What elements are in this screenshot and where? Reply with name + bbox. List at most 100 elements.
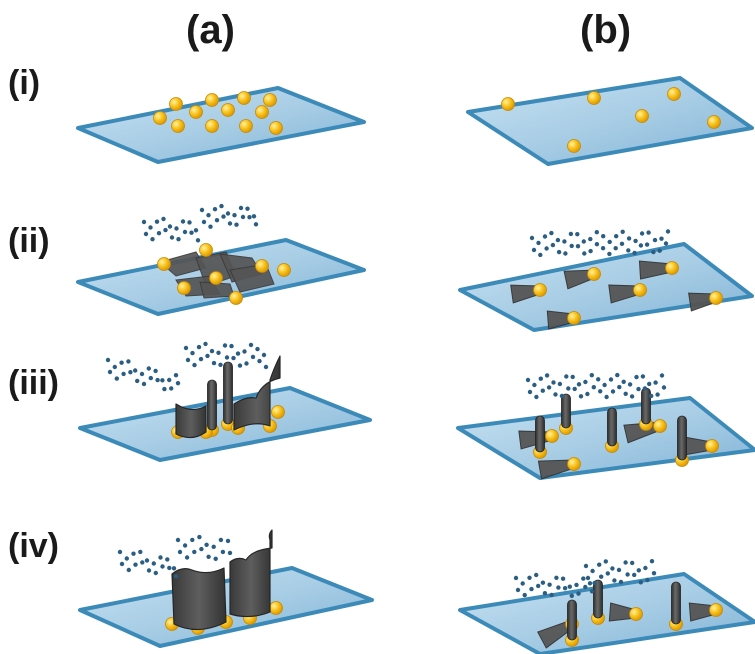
precursor-a-ii-1-8 (195, 238, 201, 243)
catalyst-a-i-0 (153, 111, 167, 125)
precursor-b-ii-0-1 (536, 240, 541, 246)
vertical-tube-b-iii-2 (607, 407, 617, 447)
precursor-b-iii-0-19 (647, 381, 652, 387)
precursor-a-iv-3-2 (192, 549, 197, 555)
precursor-b-iv-2-2 (597, 562, 602, 567)
precursor-b-iv-1-1 (522, 592, 527, 598)
catalyst-b-i-2 (567, 139, 581, 153)
vertical-tube-b-iii-1 (561, 393, 571, 429)
precursor-a-ii-2-7 (245, 206, 250, 211)
precursor-a-iii-1-10 (175, 381, 181, 386)
precursor-b-iii-1-3 (546, 385, 552, 390)
precursor-b-iii-0-17 (634, 374, 639, 380)
precursor-b-iv-0-11 (587, 581, 593, 586)
precursor-b-iii-1-15 (623, 391, 628, 396)
precursor-a-ii-1-4 (169, 235, 175, 240)
precursor-a-iii-3-3 (205, 353, 210, 359)
precursor-a-ii-0-8 (193, 228, 199, 233)
precursor-b-iii-1-7 (572, 386, 577, 392)
catalyst-b-i-4 (667, 87, 681, 101)
precursor-b-iii-0-14 (615, 372, 620, 378)
precursor-a-iv-2-6 (218, 537, 224, 543)
precursor-b-iii-1-13 (610, 389, 616, 394)
catalyst-a-i-5 (205, 119, 219, 133)
precursor-a-ii-2-2 (212, 207, 218, 212)
precursor-b-iv-3-2 (599, 574, 604, 579)
catalyst-a-wall-9 (269, 601, 283, 615)
precursor-b-ii-0-0 (529, 235, 535, 241)
substrate-b-iv (458, 572, 755, 654)
precursor-b-ii-1-14 (619, 241, 625, 246)
catalyst-tip-b-iv-1 (629, 607, 643, 621)
catalyst-b-i-1 (587, 91, 601, 105)
wall-sheet-a-iii-1 (233, 355, 281, 431)
precursor-b-iii-1-0 (527, 389, 533, 395)
precursor-a-iv-0-8 (171, 566, 177, 571)
precursor-a-ii-2-5 (232, 213, 237, 218)
precursor-a-ii-1-7 (189, 230, 194, 235)
precursor-a-iii-3-1 (192, 362, 197, 368)
precursor-b-iii-0-20 (653, 380, 658, 385)
precursor-a-ii-3-4 (227, 221, 233, 226)
catalyst-tip-b-ii-4 (709, 291, 723, 305)
precursor-b-ii-1-11 (600, 246, 606, 251)
precursor-a-ii-0-7 (187, 220, 192, 225)
precursor-a-iv-1-7 (167, 565, 172, 571)
catalyst-tip-b-iv-2 (709, 603, 723, 617)
precursor-a-iii-1-7 (155, 377, 160, 383)
precursor-a-ii-3-2 (214, 218, 220, 223)
vertical-structures (171, 355, 687, 641)
precursor-a-iii-0-2 (119, 360, 124, 365)
precursor-a-iii-1-5 (141, 381, 147, 387)
catalyst-a-i-3 (189, 105, 203, 119)
precursor-b-ii-0-10 (594, 230, 599, 235)
precursor-a-ii-0-4 (167, 224, 173, 229)
precursor-a-iii-2-4 (209, 348, 215, 354)
precursor-a-iv-1-8 (173, 574, 179, 579)
precursor-b-iv-2-5 (616, 567, 622, 573)
catalyst-tip-b-ii-3 (665, 261, 679, 275)
precursor-b-iv-3-0 (585, 575, 591, 581)
precursor-a-iv-2-2 (190, 537, 195, 543)
precursor-a-iv-2-3 (197, 534, 202, 540)
precursor-a-iv-0-4 (144, 558, 150, 563)
precursor-a-iii-2-1 (190, 350, 195, 356)
precursor-b-iv-3-4 (612, 578, 617, 583)
precursor-a-ii-1-3 (163, 227, 168, 233)
precursor-a-iii-0-6 (146, 366, 151, 371)
precursor-a-iv-1-4 (146, 568, 152, 573)
precursor-b-iv-2-4 (610, 566, 615, 571)
precursor-b-iii-1-18 (642, 386, 648, 391)
precursor-a-iv-1-5 (153, 570, 158, 576)
vertical-tube-a-iii-1 (223, 361, 233, 425)
row-label-iii: (iii) (8, 364, 59, 402)
catalyst-a-ii-0 (157, 257, 171, 271)
substrate-layer (76, 76, 755, 654)
precursor-a-iii-2-0 (183, 345, 189, 351)
precursor-b-iii-0-2 (538, 376, 543, 381)
precursor-a-iv-0-3 (138, 549, 143, 555)
wall-sheet-a-iv-1 (229, 529, 273, 618)
precursor-b-iv-2-8 (636, 568, 641, 573)
precursor-b-iii-0-6 (564, 374, 569, 379)
catalyst-tip-b-ii-2 (633, 283, 647, 297)
precursor-b-iv-1-7 (562, 586, 568, 591)
precursor-b-iv-1-2 (529, 586, 534, 592)
precursor-b-ii-1-18 (644, 242, 650, 247)
vertical-tube-b-iv-0 (567, 599, 577, 641)
precursor-b-iv-0-0 (513, 575, 519, 581)
precursor-a-iii-3-11 (257, 358, 262, 364)
precursor-b-iii-1-4 (553, 392, 558, 397)
precursor-b-iv-0-3 (534, 572, 539, 578)
precursor-b-iv-1-6 (556, 585, 561, 590)
precursor-a-iii-0-5 (139, 371, 145, 377)
precursor-b-iv-1-10 (583, 584, 588, 590)
precursor-a-ii-2-3 (219, 203, 224, 209)
precursor-b-ii-1-16 (632, 250, 637, 256)
precursor-b-ii-1-3 (550, 242, 556, 248)
precursor-b-ii-1-19 (651, 249, 656, 255)
precursor-b-iv-0-5 (547, 582, 552, 587)
precursor-a-iii-2-5 (216, 350, 221, 355)
catalyst-a-wall-4 (271, 405, 285, 419)
precursor-b-iii-0-8 (576, 382, 582, 387)
